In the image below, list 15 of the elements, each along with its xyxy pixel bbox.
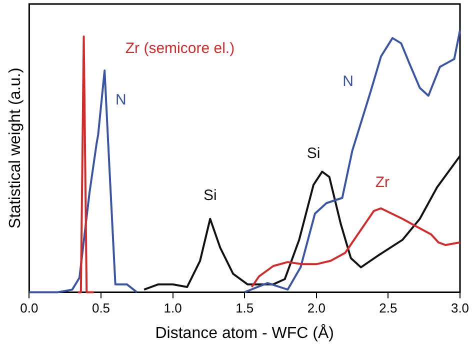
x-tick-label: 1.0 <box>164 300 182 316</box>
x-tick-label: 2.5 <box>379 300 398 316</box>
x-axis-title: Distance atom - WFC (Å) <box>155 324 334 342</box>
annotation: Si <box>306 145 320 162</box>
annotation: Zr (semicore el.) <box>125 40 235 57</box>
x-tick-label: 0.0 <box>20 300 38 316</box>
annotation: N <box>116 92 126 109</box>
y-axis-title: Statistical weight (a.u.) <box>7 68 24 229</box>
x-tick-label: 1.5 <box>236 300 254 316</box>
annotation: Zr <box>375 174 390 191</box>
x-tick-label: 0.5 <box>92 300 110 316</box>
annotation: Si <box>203 186 217 204</box>
x-tick-label: 2.0 <box>307 300 326 316</box>
x-tick-label: 3.0 <box>450 300 470 316</box>
annotation: N <box>342 72 354 90</box>
